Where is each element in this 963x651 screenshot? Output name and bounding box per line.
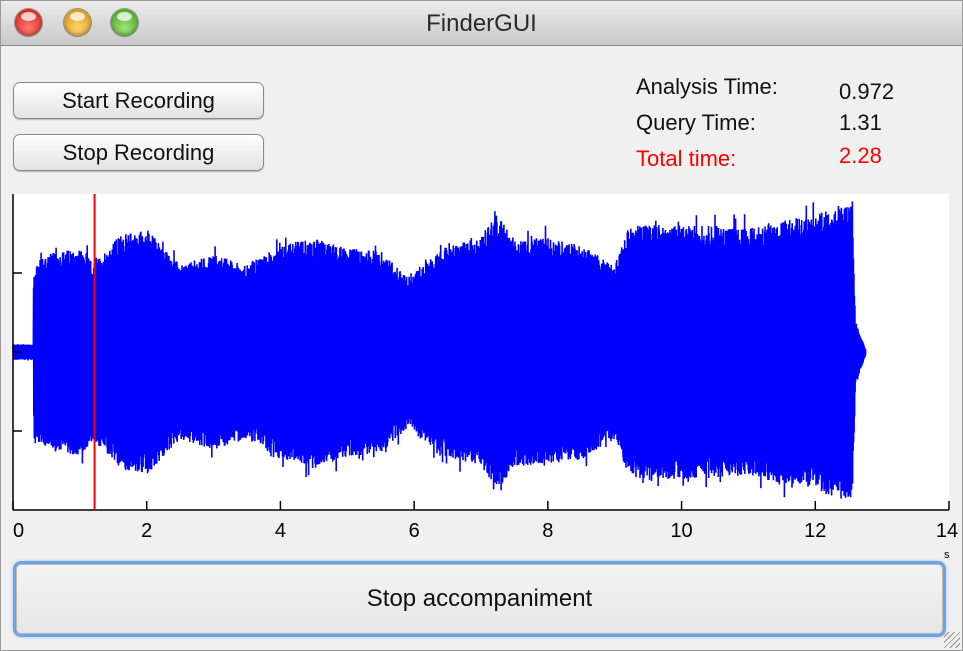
resize-grip-icon[interactable]	[944, 632, 960, 648]
x-tick-label: 12	[804, 520, 826, 542]
stop-accompaniment-button[interactable]: Stop accompaniment	[13, 561, 946, 637]
minimize-window-button[interactable]	[64, 9, 91, 36]
title-bar[interactable]: FinderGUI	[1, 1, 962, 46]
x-tick-label: 10	[670, 520, 692, 542]
total-time-label: Total time:	[636, 146, 737, 171]
close-window-button[interactable]	[15, 9, 42, 36]
waveform-plot[interactable]: 0 2 4 6 8 10 12 14 s	[1, 1, 963, 561]
waveform-line	[12, 201, 867, 499]
x-tick-label: 2	[141, 520, 152, 542]
analysis-time-label: Analysis Time:	[636, 74, 778, 99]
analysis-time-value: 0.972	[839, 79, 895, 104]
start-recording-button[interactable]: Start Recording	[13, 82, 264, 119]
total-time-value: 2.28	[839, 143, 882, 168]
window-title: FinderGUI	[426, 10, 537, 37]
x-tick-label: 6	[409, 520, 420, 542]
x-tick-label: 0	[13, 520, 24, 542]
x-tick-label: 8	[542, 520, 553, 542]
x-tick-label: 4	[275, 520, 286, 542]
query-time-value: 1.31	[839, 110, 882, 135]
stop-recording-button[interactable]: Stop Recording	[13, 134, 264, 171]
query-time-label: Query Time:	[636, 110, 756, 135]
x-unit-label: s	[944, 549, 950, 561]
zoom-window-button[interactable]	[111, 9, 138, 36]
x-tick-label: 14	[936, 520, 958, 542]
